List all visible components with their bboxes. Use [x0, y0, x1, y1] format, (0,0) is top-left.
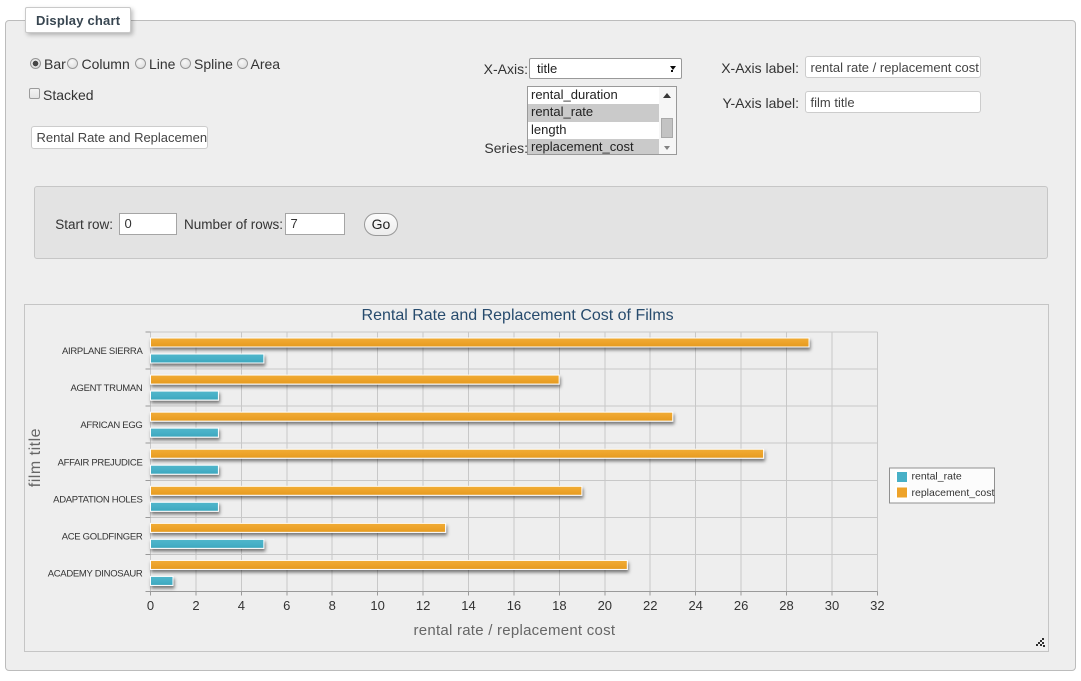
svg-text:12: 12: [416, 598, 430, 613]
svg-text:rental rate / replacement cost: rental rate / replacement cost: [414, 622, 616, 639]
svg-text:AFFAIR PREJUDICE: AFFAIR PREJUDICE: [58, 457, 143, 468]
svg-text:22: 22: [643, 598, 657, 613]
svg-text:10: 10: [370, 598, 384, 613]
svg-text:Rental Rate and Replacement Co: Rental Rate and Replacement Cost of Film…: [362, 307, 674, 324]
svg-text:AFRICAN EGG: AFRICAN EGG: [80, 420, 142, 431]
svg-text:14: 14: [461, 598, 475, 613]
svg-text:8: 8: [329, 598, 336, 613]
svg-text:AIRPLANE SIERRA: AIRPLANE SIERRA: [62, 346, 143, 357]
svg-text:26: 26: [734, 598, 748, 613]
svg-text:ACE GOLDFINGER: ACE GOLDFINGER: [62, 531, 143, 542]
svg-text:32: 32: [870, 598, 884, 613]
svg-text:20: 20: [598, 598, 612, 613]
svg-text:ADAPTATION HOLES: ADAPTATION HOLES: [53, 494, 142, 505]
svg-text:0: 0: [147, 598, 154, 613]
svg-text:28: 28: [779, 598, 793, 613]
svg-text:ACADEMY DINOSAUR: ACADEMY DINOSAUR: [48, 568, 143, 579]
svg-text:6: 6: [283, 598, 290, 613]
svg-text:AGENT TRUMAN: AGENT TRUMAN: [70, 383, 142, 394]
svg-text:30: 30: [825, 598, 839, 613]
svg-text:24: 24: [688, 598, 702, 613]
svg-text:18: 18: [552, 598, 566, 613]
svg-text:4: 4: [238, 598, 245, 613]
svg-text:rental_rate: rental_rate: [912, 470, 962, 482]
svg-text:2: 2: [192, 598, 199, 613]
svg-text:16: 16: [507, 598, 521, 613]
svg-text:replacement_cost: replacement_cost: [912, 487, 995, 499]
svg-text:film title: film title: [27, 428, 44, 487]
